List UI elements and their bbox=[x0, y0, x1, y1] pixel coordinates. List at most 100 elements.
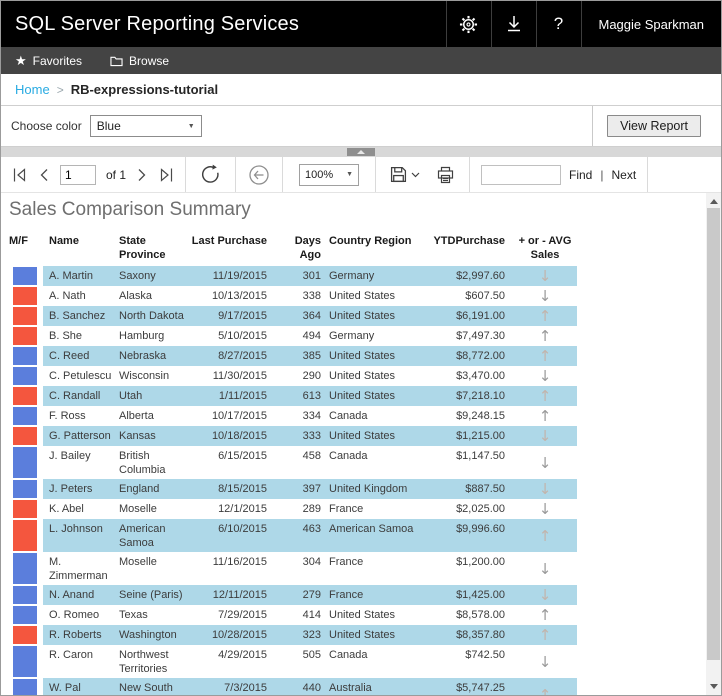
cell-days_ago: 385 bbox=[271, 346, 321, 366]
up-arrow-icon: ↑ bbox=[538, 327, 552, 345]
cell-ytd: $742.50 bbox=[465, 649, 505, 661]
table-row: N. Anand Seine (Paris) 12/11/2015 279 France… bbox=[9, 585, 721, 605]
trend-cell: ↑ bbox=[513, 678, 577, 695]
down-arrow-icon: ↓ bbox=[538, 500, 552, 518]
gender-swatch-cell bbox=[9, 306, 43, 326]
download-button[interactable] bbox=[490, 1, 536, 47]
down-arrow-icon: ↓ bbox=[538, 267, 552, 285]
color-dropdown-value: Blue bbox=[96, 119, 121, 133]
cell-ytd: $1,425.00 bbox=[421, 585, 513, 605]
help-icon: ? bbox=[553, 14, 564, 33]
zoom-select[interactable]: 100% ▼ bbox=[299, 163, 360, 186]
up-arrow-icon: ↑ bbox=[538, 387, 552, 405]
next-page-button[interactable] bbox=[136, 168, 148, 182]
help-button[interactable]: ? bbox=[535, 1, 581, 47]
cell-days_ago: 333 bbox=[271, 426, 321, 446]
first-page-button[interactable] bbox=[12, 167, 28, 182]
page-number-input[interactable] bbox=[60, 164, 96, 185]
cell-country: United States bbox=[321, 625, 421, 645]
cell-last_purchase: 11/19/2015 bbox=[189, 266, 271, 286]
gender-swatch bbox=[13, 387, 37, 405]
color-dropdown[interactable]: Blue ▼ bbox=[89, 115, 202, 137]
export-section bbox=[376, 157, 471, 192]
cell-country: France bbox=[329, 556, 364, 568]
scroll-down-icon[interactable] bbox=[709, 684, 718, 689]
star-icon: ★ bbox=[15, 53, 27, 68]
breadcrumb-current: RB-expressions-tutorial bbox=[70, 82, 219, 97]
nav-browse[interactable]: Browse bbox=[110, 54, 169, 68]
vertical-scrollbar[interactable] bbox=[706, 193, 721, 695]
find-button[interactable]: Find bbox=[569, 167, 593, 182]
cell-country: American Samoa bbox=[321, 519, 421, 552]
gender-swatch-cell bbox=[9, 552, 43, 585]
trend-cell: ↓ bbox=[513, 286, 577, 306]
find-section: Find | Next bbox=[470, 157, 649, 192]
scroll-up-icon[interactable] bbox=[709, 199, 718, 204]
cell-country: United States bbox=[321, 386, 421, 406]
table-row: B. Sanchez North Dakota 9/17/2015 364 United… bbox=[9, 306, 721, 326]
cell-name: G. Patterson bbox=[43, 426, 119, 446]
chevron-right-icon bbox=[138, 168, 146, 181]
gender-swatch bbox=[13, 267, 37, 285]
cell-state: British Columbia bbox=[119, 450, 166, 476]
column-header: YTDPurchase bbox=[433, 235, 505, 247]
cell-ytd: $8,357.80 bbox=[421, 625, 513, 645]
last-page-button[interactable] bbox=[158, 167, 174, 182]
previous-page-button[interactable] bbox=[38, 168, 50, 182]
collapse-handle[interactable] bbox=[347, 148, 375, 156]
cell-last_purchase: 12/1/2015 bbox=[218, 503, 267, 515]
breadcrumb-home-link[interactable]: Home bbox=[15, 82, 50, 97]
cell-last_purchase: 11/16/2015 bbox=[212, 556, 267, 568]
gender-swatch-cell bbox=[9, 366, 43, 386]
trend-cell: ↓ bbox=[513, 585, 577, 605]
cell-ytd: $8,578.00 bbox=[456, 609, 505, 621]
cell-days_ago: 397 bbox=[271, 479, 321, 499]
gender-swatch-cell bbox=[9, 605, 43, 625]
print-button[interactable] bbox=[436, 166, 455, 184]
refresh-button[interactable] bbox=[200, 164, 221, 185]
cell-last_purchase: 5/10/2015 bbox=[218, 330, 267, 342]
cell-name: W. Pal bbox=[43, 678, 119, 695]
back-section bbox=[236, 157, 284, 192]
scrollbar-thumb[interactable] bbox=[707, 208, 720, 660]
cell-state: Moselle bbox=[119, 503, 157, 515]
save-export-button[interactable] bbox=[390, 166, 420, 183]
refresh-icon bbox=[201, 164, 219, 183]
find-input[interactable] bbox=[481, 164, 562, 185]
trend-cell: ↓ bbox=[513, 366, 577, 386]
cell-days_ago: 414 bbox=[302, 609, 321, 621]
column-header: + or - AVG Sales bbox=[518, 235, 572, 261]
gender-swatch-cell bbox=[9, 585, 43, 605]
down-arrow-icon: ↓ bbox=[538, 559, 552, 578]
cell-last_purchase: 4/29/2015 bbox=[218, 649, 267, 661]
nav-favorites[interactable]: ★ Favorites bbox=[15, 54, 82, 68]
cell-last_purchase: 10/17/2015 bbox=[211, 410, 267, 422]
top-header: SQL Server Reporting Services bbox=[1, 1, 721, 47]
trend-cell: ↓ bbox=[513, 426, 577, 446]
cell-days_ago: 334 bbox=[302, 410, 321, 422]
settings-button[interactable] bbox=[445, 1, 491, 47]
cell-name: R. Roberts bbox=[43, 625, 119, 645]
gender-swatch bbox=[13, 407, 37, 425]
user-menu[interactable]: Maggie Sparkman bbox=[580, 1, 722, 47]
cell-country: United Kingdom bbox=[321, 479, 421, 499]
down-arrow-icon: ↓ bbox=[538, 427, 552, 445]
table-row: B. She Hamburg 5/10/2015 494 Germany $7,497.3… bbox=[9, 326, 721, 346]
back-button[interactable] bbox=[248, 164, 270, 186]
cell-country: France bbox=[329, 503, 364, 515]
view-report-button[interactable]: View Report bbox=[607, 115, 701, 137]
choose-color-label: Choose color bbox=[11, 119, 82, 133]
gear-icon bbox=[459, 15, 478, 34]
cell-ytd: $2,997.60 bbox=[421, 266, 513, 286]
cell-name: B. She bbox=[49, 330, 83, 342]
cell-name: R. Caron bbox=[49, 649, 94, 661]
cell-days_ago: 289 bbox=[302, 503, 321, 515]
cell-days_ago: 494 bbox=[302, 330, 321, 342]
cell-days_ago: 323 bbox=[271, 625, 321, 645]
cell-last_purchase: 10/13/2015 bbox=[211, 290, 267, 302]
next-result-button[interactable]: Next bbox=[611, 167, 637, 182]
trend-cell: ↑ bbox=[513, 605, 577, 625]
table-row: F. Ross Alberta 10/17/2015 334 Canada $9,248.… bbox=[9, 406, 721, 426]
trend-cell: ↓ bbox=[513, 645, 577, 678]
cell-ytd: $9,248.15 bbox=[456, 410, 505, 422]
